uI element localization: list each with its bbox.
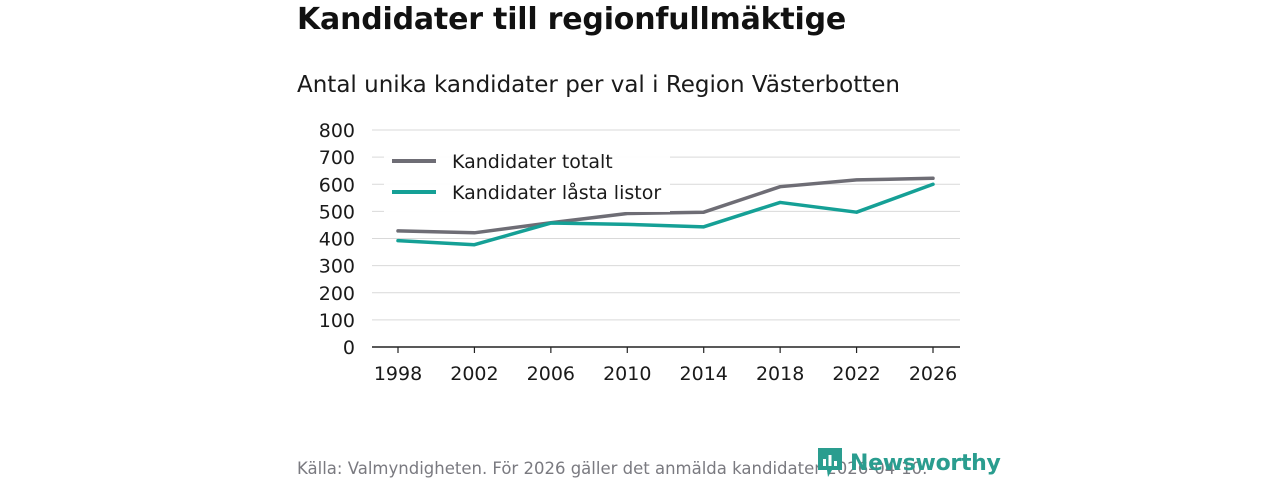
- chart-subtitle: Antal unika kandidater per val i Region …: [297, 72, 900, 98]
- source-note: Källa: Valmyndigheten. För 2026 gäller d…: [297, 459, 928, 478]
- x-tick-label: 2014: [680, 363, 728, 385]
- x-tick-label: 2006: [527, 363, 575, 385]
- newsworthy-logo: Newsworthy: [816, 446, 1001, 480]
- x-tick-label: 2026: [909, 363, 957, 385]
- newsworthy-icon: [818, 448, 842, 477]
- line-chart: 0 100 200 300 400 500 600 700 800 1998 2002 2006 201…: [319, 120, 960, 385]
- y-tick-label: 0: [343, 337, 355, 359]
- y-tick-label: 100: [319, 310, 355, 332]
- series-line-total: [396, 176, 935, 235]
- y-tick-label: 500: [319, 201, 355, 223]
- series-line-locked-lists: [396, 182, 935, 247]
- legend-label: Kandidater låsta listor: [452, 181, 661, 204]
- x-tick-label: 2022: [832, 363, 880, 385]
- x-tick-label: 2010: [603, 363, 651, 385]
- x-tick-label: 2018: [756, 363, 804, 385]
- legend-background: [384, 146, 670, 212]
- y-tick-label: 200: [319, 283, 355, 305]
- y-tick-label: 400: [319, 229, 355, 251]
- y-tick-label: 800: [319, 120, 355, 142]
- x-tick-label: 1998: [374, 363, 422, 385]
- x-tick-label: 2002: [450, 363, 498, 385]
- y-tick-label: 300: [319, 256, 355, 278]
- y-tick-label: 700: [319, 147, 355, 169]
- legend-label: Kandidater totalt: [452, 151, 613, 173]
- brand-name: Newsworthy: [850, 450, 1001, 476]
- chart-title: Kandidater till regionfullmäktige: [297, 2, 847, 37]
- y-tick-label: 600: [319, 174, 355, 196]
